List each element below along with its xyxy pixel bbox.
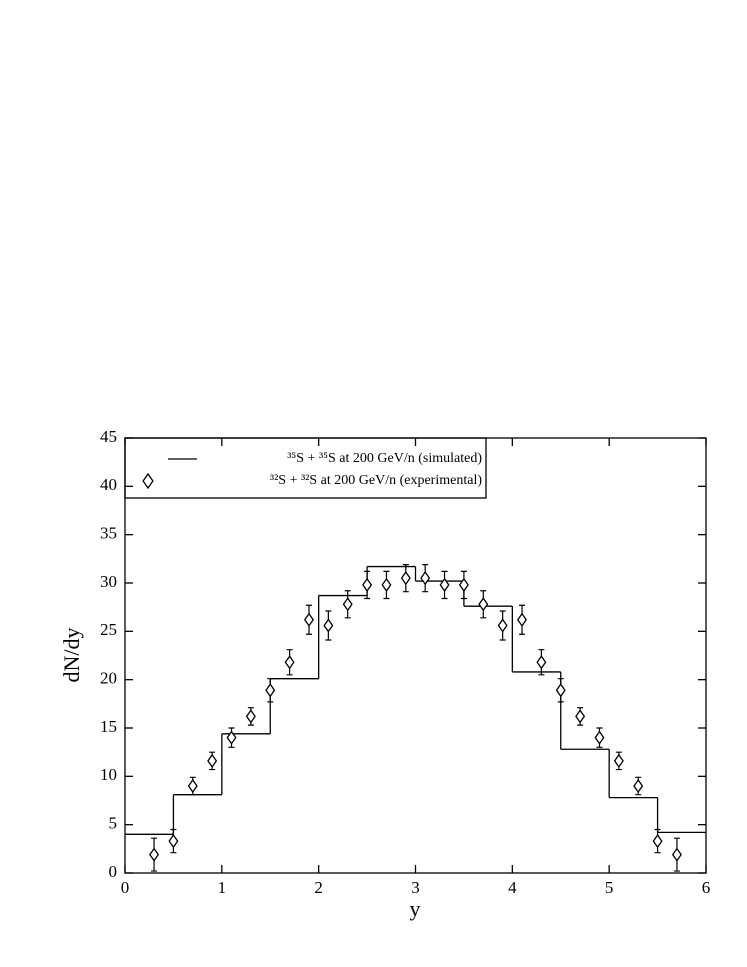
legend-label: ³²S + ³²S at 200 GeV/n (experimental)	[270, 473, 482, 488]
data-point	[575, 709, 586, 724]
x-tick-label: 1	[218, 878, 227, 897]
y-tick-label: 10	[100, 765, 117, 784]
data-point	[400, 571, 411, 586]
data-point	[420, 571, 431, 586]
x-tick-label: 4	[508, 878, 517, 897]
data-point	[594, 730, 605, 745]
data-point	[671, 847, 682, 862]
data-point	[265, 683, 276, 698]
data-point	[633, 778, 644, 794]
y-tick-label: 35	[100, 524, 117, 543]
y-axis-label: dN/dy	[59, 628, 84, 683]
y-tick-label: 15	[100, 717, 117, 736]
y-tick-label: 5	[109, 814, 118, 833]
data-point	[497, 618, 508, 633]
plot-frame	[124, 437, 707, 874]
y-tick-label: 40	[100, 475, 117, 494]
y-tick-label: 0	[109, 862, 118, 881]
data-point	[245, 709, 256, 724]
x-tick-label: 6	[702, 878, 711, 897]
data-point	[284, 655, 295, 670]
data-point	[381, 577, 392, 593]
data-point	[362, 577, 373, 593]
data-point	[226, 730, 237, 745]
data-point	[168, 833, 179, 849]
data-point	[555, 683, 566, 698]
y-tick-label: 30	[100, 572, 117, 591]
data-point	[342, 597, 353, 612]
x-tick-label: 3	[411, 878, 420, 897]
y-tick-label: 25	[100, 620, 117, 639]
data-point	[439, 577, 450, 593]
data-point	[517, 612, 528, 627]
data-point	[478, 597, 489, 612]
data-point	[613, 753, 624, 769]
data-point	[458, 577, 469, 593]
legend-marker	[142, 472, 154, 490]
x-tick-label: 5	[605, 878, 614, 897]
data-point	[303, 612, 314, 627]
legend-label: ³⁵S + ³⁵S at 200 GeV/n (simulated)	[287, 451, 482, 466]
data-point	[536, 655, 547, 670]
data-point	[207, 753, 218, 769]
x-axis-label: y	[410, 896, 421, 921]
legend-box	[124, 437, 487, 499]
x-tick-label: 0	[121, 878, 130, 897]
data-point	[149, 847, 160, 862]
y-tick-label: 20	[100, 669, 117, 688]
data-point	[187, 778, 198, 794]
data-point	[652, 833, 663, 849]
y-tick-label: 45	[100, 427, 117, 446]
data-point	[323, 618, 334, 633]
x-tick-label: 2	[314, 878, 323, 897]
